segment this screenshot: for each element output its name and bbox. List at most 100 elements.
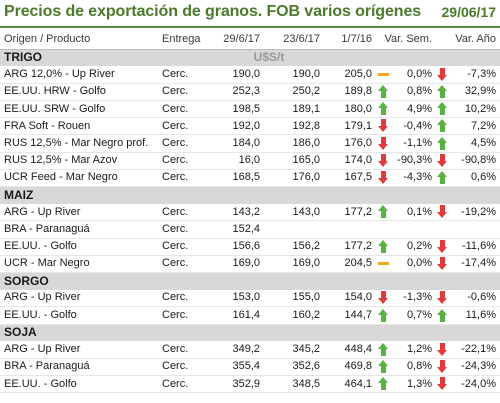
delivery-cell: Cerc. [159,152,214,170]
weekly-change-icon-cell [376,66,390,84]
price-prev-week: 176,0 [264,169,324,188]
weekly-change-icon [377,171,389,184]
yearly-change-icon [437,308,448,322]
weekly-change-icon [377,308,389,322]
table-row: EE.UU. SRW - Golfo Cerc. 198,5 189,1 180,0 4,… [0,100,500,119]
price-current: 192,0 [214,117,264,136]
price-prev-week: 155,0 [264,289,324,308]
table-row: ARG - Up River Cerc. 143,2 143,0 177,2 0,1% -1… [0,203,500,222]
table-row: ARG - Up River Cerc. 349,2 345,2 448,4 1,2% -2… [0,341,500,359]
product-name: ARG 12,0% - Up River [0,66,159,84]
delivery-cell: Cerc. [159,169,214,188]
price-prev-year [324,220,376,239]
section-title: SORGO [0,271,214,290]
delivery-cell: Cerc. [159,341,214,359]
yearly-change-icon-cell [436,169,450,188]
product-name: RUS 12,5% - Mar Negro prof. [0,134,159,153]
weekly-change-icon-cell [376,152,390,170]
yearly-change-icon [437,256,448,270]
yearly-change: 4,5% [449,134,500,153]
product-name: ARG - Up River [0,203,159,222]
yearly-change: 11,6% [449,306,500,325]
price-table: Origen / Producto Entrega 29/6/17 23/6/1… [0,31,500,394]
weekly-change-icon [377,342,389,356]
yearly-change-icon-cell [436,203,450,222]
weekly-change: -1,1% [390,134,437,153]
section-row: SOJA [0,323,500,342]
delivery-cell: Cerc. [159,220,214,239]
price-prev-week: 160,2 [264,306,324,325]
yearly-change-icon [437,136,448,150]
yearly-change-icon [437,239,448,253]
yearly-change-icon [437,360,448,374]
section-row: TRIGO U$S/t [0,48,500,67]
weekly-change-icon [377,119,389,133]
yearly-change-icon [437,153,448,167]
yearly-change: -17,4% [449,255,500,273]
yearly-change: 7,2% [449,117,500,136]
product-name: ARG - Up River [0,289,159,308]
yearly-change-icon [437,119,448,133]
yearly-change: -90,8% [449,152,500,170]
header-product: Origen / Producto [4,33,91,46]
price-prev-year: 167,5 [324,169,376,188]
price-prev-week: 165,0 [264,152,324,170]
yearly-change: 32,9% [449,83,500,102]
price-current: 143,2 [214,203,264,222]
delivery-cell: Cerc. [159,375,214,394]
delivery-cell: Cerc. [159,255,214,273]
delivery-cell: Cerc. [159,100,214,119]
weekly-change-icon-cell [376,117,390,136]
price-prev-year: 174,0 [324,152,376,170]
weekly-change-icon-cell [376,306,390,325]
product-name: EE.UU. - Golfo [0,375,159,394]
weekly-change-icon [377,102,389,116]
weekly-change: 1,2% [390,341,437,359]
header-date-1: 29/6/17 [223,33,260,46]
delivery-cell: Cerc. [159,238,214,256]
yearly-change: 10,2% [449,100,500,119]
price-prev-year: 177,2 [324,203,376,222]
weekly-change-icon-cell [376,341,390,359]
product-name: BRA - Paranaguá [0,220,159,239]
yearly-change-icon-cell [436,358,450,377]
weekly-change-icon-cell [376,289,390,308]
yearly-change-icon [437,85,448,99]
weekly-change: -4,3% [390,169,437,188]
price-current: 198,5 [214,100,264,119]
header-row: Origen / Producto Entrega 29/6/17 23/6/1… [0,31,500,49]
product-name: UCR - Mar Negro [0,255,159,273]
section-spacer [324,185,500,204]
weekly-change: 4,9% [390,100,437,119]
section-spacer [324,48,500,67]
weekly-change-icon-cell [376,83,390,102]
weekly-change: 0,7% [390,306,437,325]
price-table-body: Origen / Producto Entrega 29/6/17 23/6/1… [0,31,500,394]
delivery-cell: Cerc. [159,83,214,102]
product-name: EE.UU. - Golfo [0,238,159,256]
price-prev-year: 176,0 [324,134,376,153]
product-name: FRA Soft - Rouen [0,117,159,136]
section-spacer [324,323,500,342]
weekly-change-icon [377,85,389,99]
header-var-sem: Var. Sem. [384,33,433,46]
yearly-change-icon [437,205,448,219]
weekly-change-icon-cell [376,255,390,273]
title-bar: Precios de exportación de granos. FOB va… [0,0,500,26]
price-prev-week: 156,2 [264,238,324,256]
title-divider [0,26,500,28]
yearly-change-icon-cell [436,306,450,325]
price-prev-week: 169,0 [264,255,324,273]
table-row: BRA - Paranaguá Cerc. 355,4 352,6 469,8 0,8% -… [0,358,500,377]
yearly-change: -24,0% [449,375,500,394]
yearly-change-icon [437,171,448,184]
section-units: U$S/t [214,48,324,67]
yearly-change-icon-cell [436,341,450,359]
weekly-change-icon-cell [376,358,390,377]
table-row: RUS 12,5% - Mar Azov Cerc. 16,0 165,0 174,0-… [0,152,500,170]
table-row: EE.UU. - Golfo Cerc. 161,4 160,2 144,7 0,7% 11… [0,306,500,325]
price-prev-week: 189,1 [264,100,324,119]
weekly-change-icon-cell [376,375,390,394]
weekly-change-icon [377,360,389,374]
weekly-change-icon-cell [376,169,390,188]
